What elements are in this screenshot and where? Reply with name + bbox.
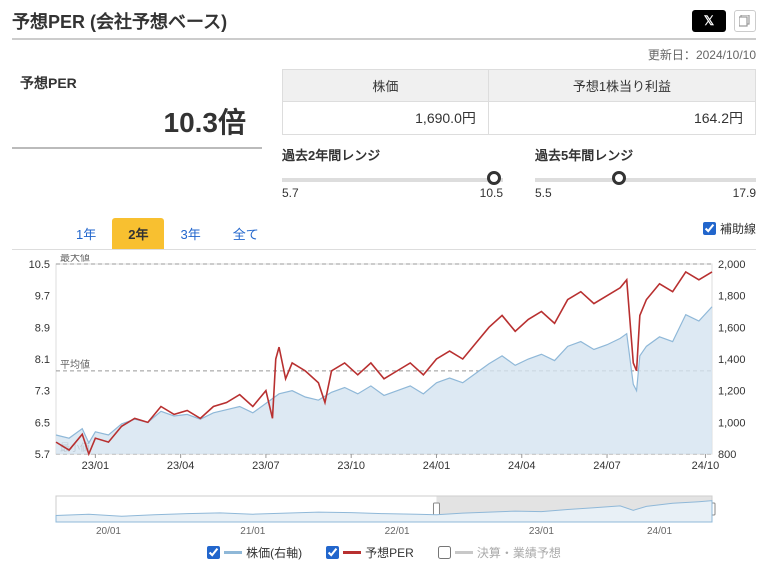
svg-text:24/10: 24/10: [692, 460, 720, 472]
svg-text:800: 800: [718, 449, 736, 461]
update-date: 更新日：2024/10/10: [12, 46, 756, 63]
copy-button[interactable]: [734, 10, 756, 32]
tab-2年[interactable]: 2年: [112, 218, 164, 249]
tab-3年[interactable]: 3年: [164, 218, 216, 249]
legend-price[interactable]: 株価(右軸): [207, 544, 302, 561]
range-2y: 過去2年間レンジ 5.7 10.5: [282, 145, 503, 200]
svg-text:24/07: 24/07: [593, 460, 621, 472]
svg-text:23/10: 23/10: [337, 460, 365, 472]
svg-text:21/01: 21/01: [240, 526, 265, 536]
svg-text:8.9: 8.9: [35, 322, 50, 334]
range-2y-marker[interactable]: [487, 171, 501, 185]
td-price: 1,690.0円: [283, 102, 489, 135]
th-price: 株価: [283, 70, 489, 102]
svg-text:1,400: 1,400: [718, 354, 746, 366]
share-x-button[interactable]: 𝕏: [692, 10, 726, 32]
svg-text:7.3: 7.3: [35, 386, 50, 398]
per-label: 予想PER: [12, 69, 262, 95]
legend: 株価(右軸) 予想PER 決算・業績予想: [12, 544, 756, 561]
main-chart[interactable]: 最大値平均値最小値5.76.57.38.18.99.710.58001,0001…: [12, 254, 756, 492]
range-5y-marker[interactable]: [612, 171, 626, 185]
tab-全て[interactable]: 全て: [217, 218, 275, 249]
svg-text:23/01: 23/01: [82, 460, 110, 472]
per-box: 予想PER 10.3倍: [12, 69, 262, 200]
svg-text:1,200: 1,200: [718, 386, 746, 398]
svg-text:2,000: 2,000: [718, 259, 746, 271]
svg-text:24/04: 24/04: [508, 460, 536, 472]
svg-text:24/01: 24/01: [647, 526, 672, 536]
legend-earnings[interactable]: 決算・業績予想: [438, 544, 561, 561]
svg-text:20/01: 20/01: [96, 526, 121, 536]
aux-line-toggle[interactable]: 補助線: [703, 220, 756, 237]
svg-text:最大値: 最大値: [60, 254, 90, 264]
svg-text:9.7: 9.7: [35, 291, 50, 303]
svg-text:1,600: 1,600: [718, 322, 746, 334]
td-eps: 164.2円: [488, 102, 755, 135]
svg-text:22/01: 22/01: [385, 526, 410, 536]
svg-text:6.5: 6.5: [35, 417, 50, 429]
svg-text:23/04: 23/04: [167, 460, 195, 472]
svg-text:23/07: 23/07: [252, 460, 280, 472]
range-2y-slider[interactable]: [282, 178, 503, 182]
per-value: 10.3倍: [12, 95, 262, 149]
range-5y-slider[interactable]: [535, 178, 756, 182]
svg-text:8.1: 8.1: [35, 354, 50, 366]
header: 予想PER (会社予想ベース) 𝕏: [12, 8, 756, 40]
svg-text:1,000: 1,000: [718, 417, 746, 429]
svg-text:10.5: 10.5: [29, 259, 50, 271]
svg-text:23/01: 23/01: [529, 526, 554, 536]
svg-text:24/01: 24/01: [423, 460, 451, 472]
aux-checkbox[interactable]: [703, 222, 716, 235]
th-eps: 予想1株当り利益: [488, 70, 755, 102]
period-tabs: 1年2年3年全て 補助線: [12, 218, 756, 250]
legend-per[interactable]: 予想PER: [326, 544, 414, 561]
price-table: 株価 予想1株当り利益 1,690.0円 164.2円: [282, 69, 756, 135]
svg-text:1,800: 1,800: [718, 291, 746, 303]
svg-text:5.7: 5.7: [35, 449, 50, 461]
brush-chart[interactable]: 20/01 21/01 22/01 23/01 24/01: [12, 494, 756, 536]
page-title: 予想PER (会社予想ベース): [12, 8, 227, 34]
tab-1年[interactable]: 1年: [60, 218, 112, 249]
svg-text:平均値: 平均値: [60, 358, 90, 371]
range-5y: 過去5年間レンジ 5.5 17.9: [535, 145, 756, 200]
